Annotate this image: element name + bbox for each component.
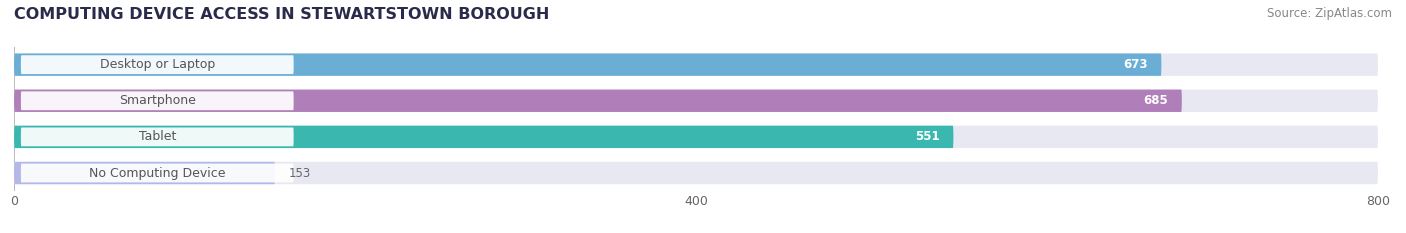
FancyBboxPatch shape: [14, 162, 276, 184]
FancyBboxPatch shape: [14, 89, 1378, 112]
Text: Tablet: Tablet: [139, 130, 176, 143]
Text: 551: 551: [915, 130, 939, 143]
Text: COMPUTING DEVICE ACCESS IN STEWARTSTOWN BOROUGH: COMPUTING DEVICE ACCESS IN STEWARTSTOWN …: [14, 7, 550, 22]
FancyBboxPatch shape: [21, 91, 294, 110]
Text: 685: 685: [1143, 94, 1168, 107]
FancyBboxPatch shape: [14, 126, 1378, 148]
Text: 153: 153: [288, 167, 311, 179]
FancyBboxPatch shape: [21, 55, 294, 74]
FancyBboxPatch shape: [14, 126, 953, 148]
Text: Smartphone: Smartphone: [120, 94, 195, 107]
Text: Desktop or Laptop: Desktop or Laptop: [100, 58, 215, 71]
Text: No Computing Device: No Computing Device: [89, 167, 225, 179]
FancyBboxPatch shape: [14, 53, 1378, 76]
FancyBboxPatch shape: [21, 164, 294, 182]
Text: 673: 673: [1123, 58, 1147, 71]
FancyBboxPatch shape: [14, 53, 1161, 76]
FancyBboxPatch shape: [14, 162, 1378, 184]
FancyBboxPatch shape: [14, 89, 1182, 112]
FancyBboxPatch shape: [21, 127, 294, 146]
Text: Source: ZipAtlas.com: Source: ZipAtlas.com: [1267, 7, 1392, 20]
